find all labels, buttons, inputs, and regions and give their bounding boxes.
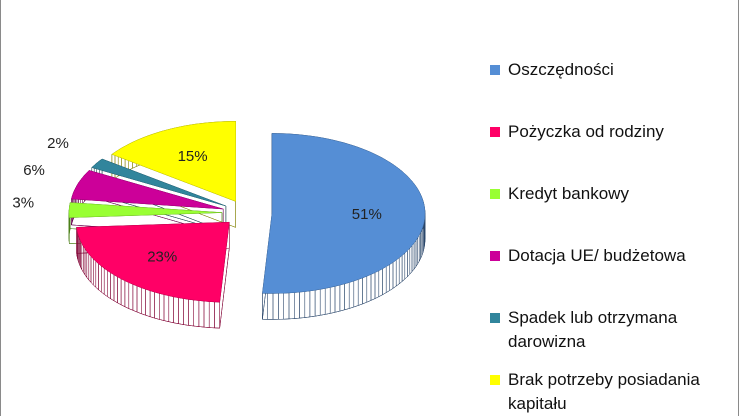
data-label: 23% [147, 248, 177, 265]
legend-item: Spadek lub otrzymana darowizna [490, 306, 730, 354]
slice [111, 121, 236, 202]
legend-swatch [490, 251, 500, 261]
slice [91, 158, 226, 207]
legend-label: Kredyt bankowy [508, 184, 629, 203]
data-label: 51% [352, 206, 382, 223]
legend-item: Kredyt bankowy [490, 182, 730, 206]
legend-label: Pożyczka od rodziny [508, 122, 664, 141]
legend-label: Dotacja UE/ budżetowa [508, 246, 686, 265]
slice [71, 170, 224, 210]
legend-swatch [490, 127, 500, 137]
legend-item: Brak potrzeby posiadania kapitału [490, 368, 730, 416]
legend-swatch [490, 313, 500, 323]
legend-item: Pożyczka od rodziny [490, 120, 730, 144]
legend-swatch [490, 375, 500, 385]
slice [68, 202, 223, 218]
legend-swatch [490, 65, 500, 75]
data-label: 6% [23, 162, 45, 179]
legend-swatch [490, 189, 500, 199]
slice [262, 133, 426, 294]
legend-label: Brak potrzeby posiadania kapitału [508, 370, 700, 413]
legend-label: Spadek lub otrzymana darowizna [508, 308, 678, 351]
data-label: 2% [47, 135, 69, 152]
legend-item: Oszczędności [490, 58, 730, 82]
legend-item: Dotacja UE/ budżetowa [490, 244, 730, 268]
slice [76, 221, 230, 303]
data-label: 3% [12, 194, 34, 211]
legend-label: Oszczędności [508, 60, 614, 79]
data-label: 15% [178, 148, 208, 165]
